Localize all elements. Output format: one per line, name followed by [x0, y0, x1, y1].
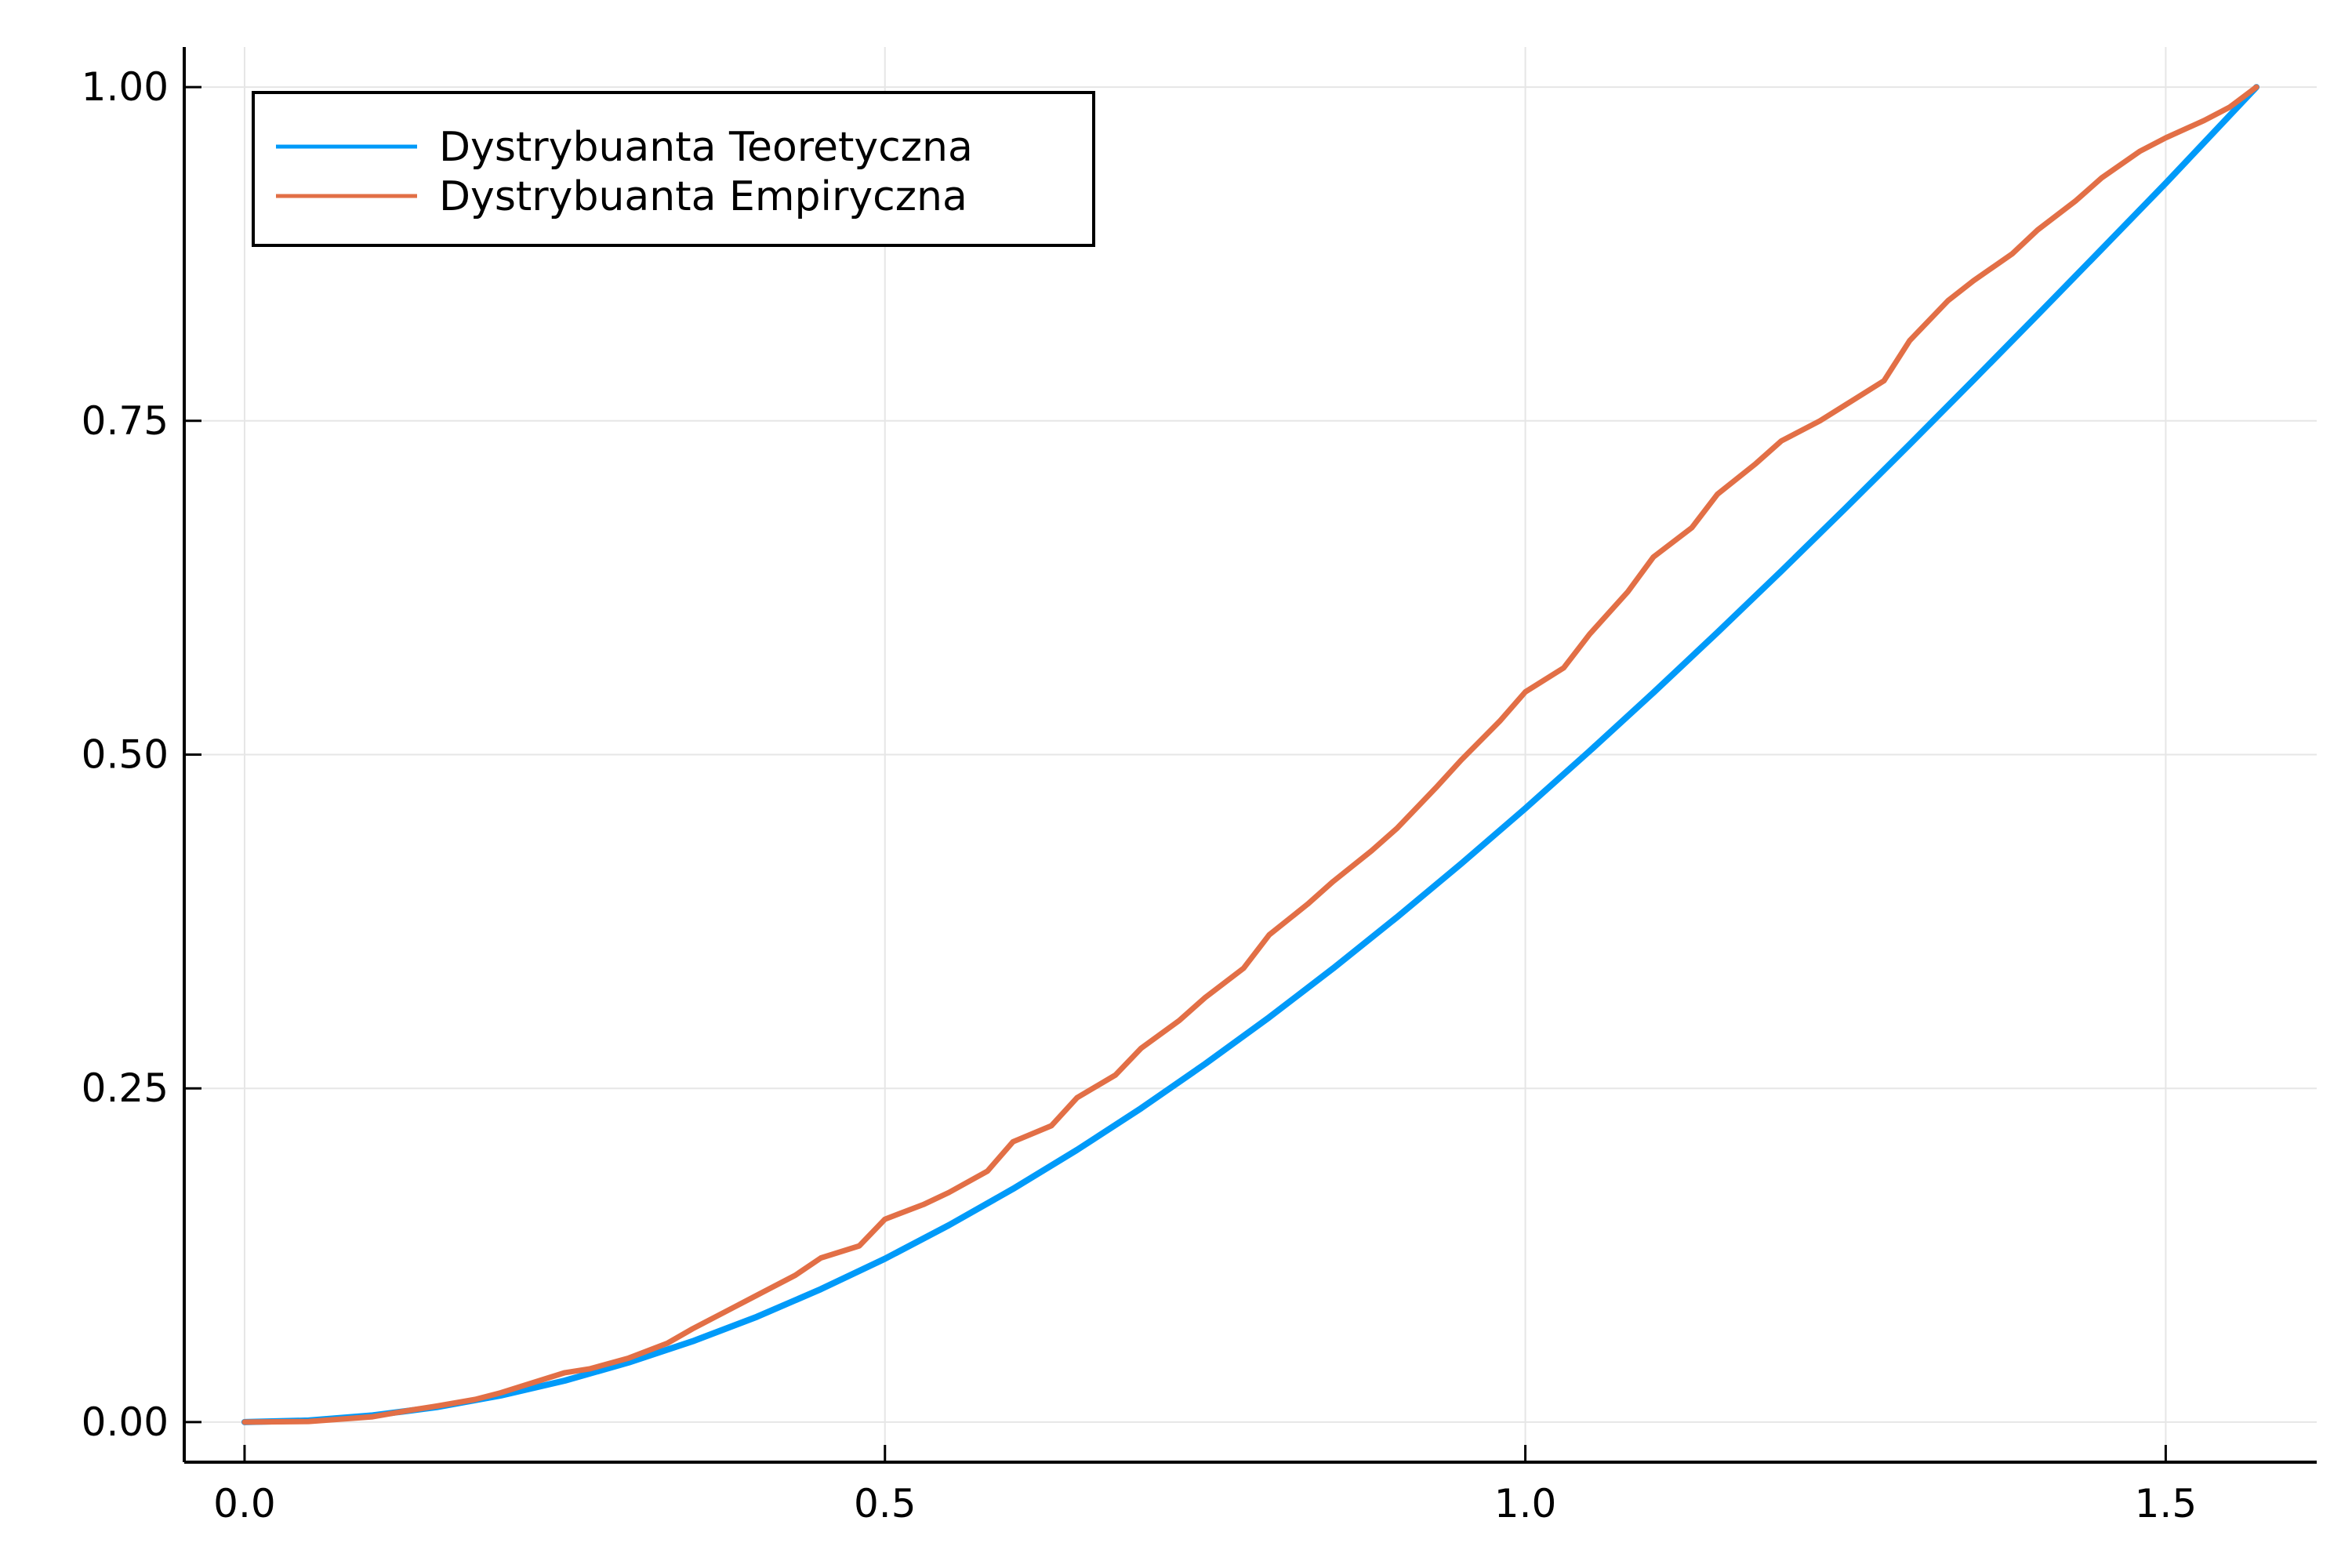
- x-tick-label: 1.5: [2135, 1481, 2198, 1526]
- series-lines: [241, 84, 2260, 1425]
- legend: Dystrybuanta Teoretyczna Dystrybuanta Em…: [252, 91, 1095, 247]
- grid-lines: [184, 47, 2317, 1462]
- y-tick-label: 0.00: [82, 1399, 169, 1445]
- x-tick-label: 0.5: [854, 1481, 916, 1526]
- y-tick-label: 1.00: [82, 64, 169, 110]
- y-tick-label: 0.75: [82, 398, 169, 444]
- legend-label-theoretical: Dystrybuanta Teoretyczna: [439, 124, 973, 171]
- x-tick-label: 1.0: [1494, 1481, 1557, 1526]
- axis-ticks: 0.0 0.5 1.0 1.5 0.00 0.25 0.50 0.75 1.00: [82, 64, 2197, 1526]
- series-line-empirical: [241, 84, 2259, 1425]
- x-tick-label: 0.0: [213, 1481, 276, 1526]
- y-tick-label: 0.25: [82, 1065, 169, 1111]
- y-tick-label: 0.50: [82, 732, 169, 778]
- legend-label-empirical: Dystrybuanta Empiryczna: [439, 173, 967, 220]
- legend-box: [252, 91, 1095, 247]
- series-line-theoretical: [241, 84, 2260, 1425]
